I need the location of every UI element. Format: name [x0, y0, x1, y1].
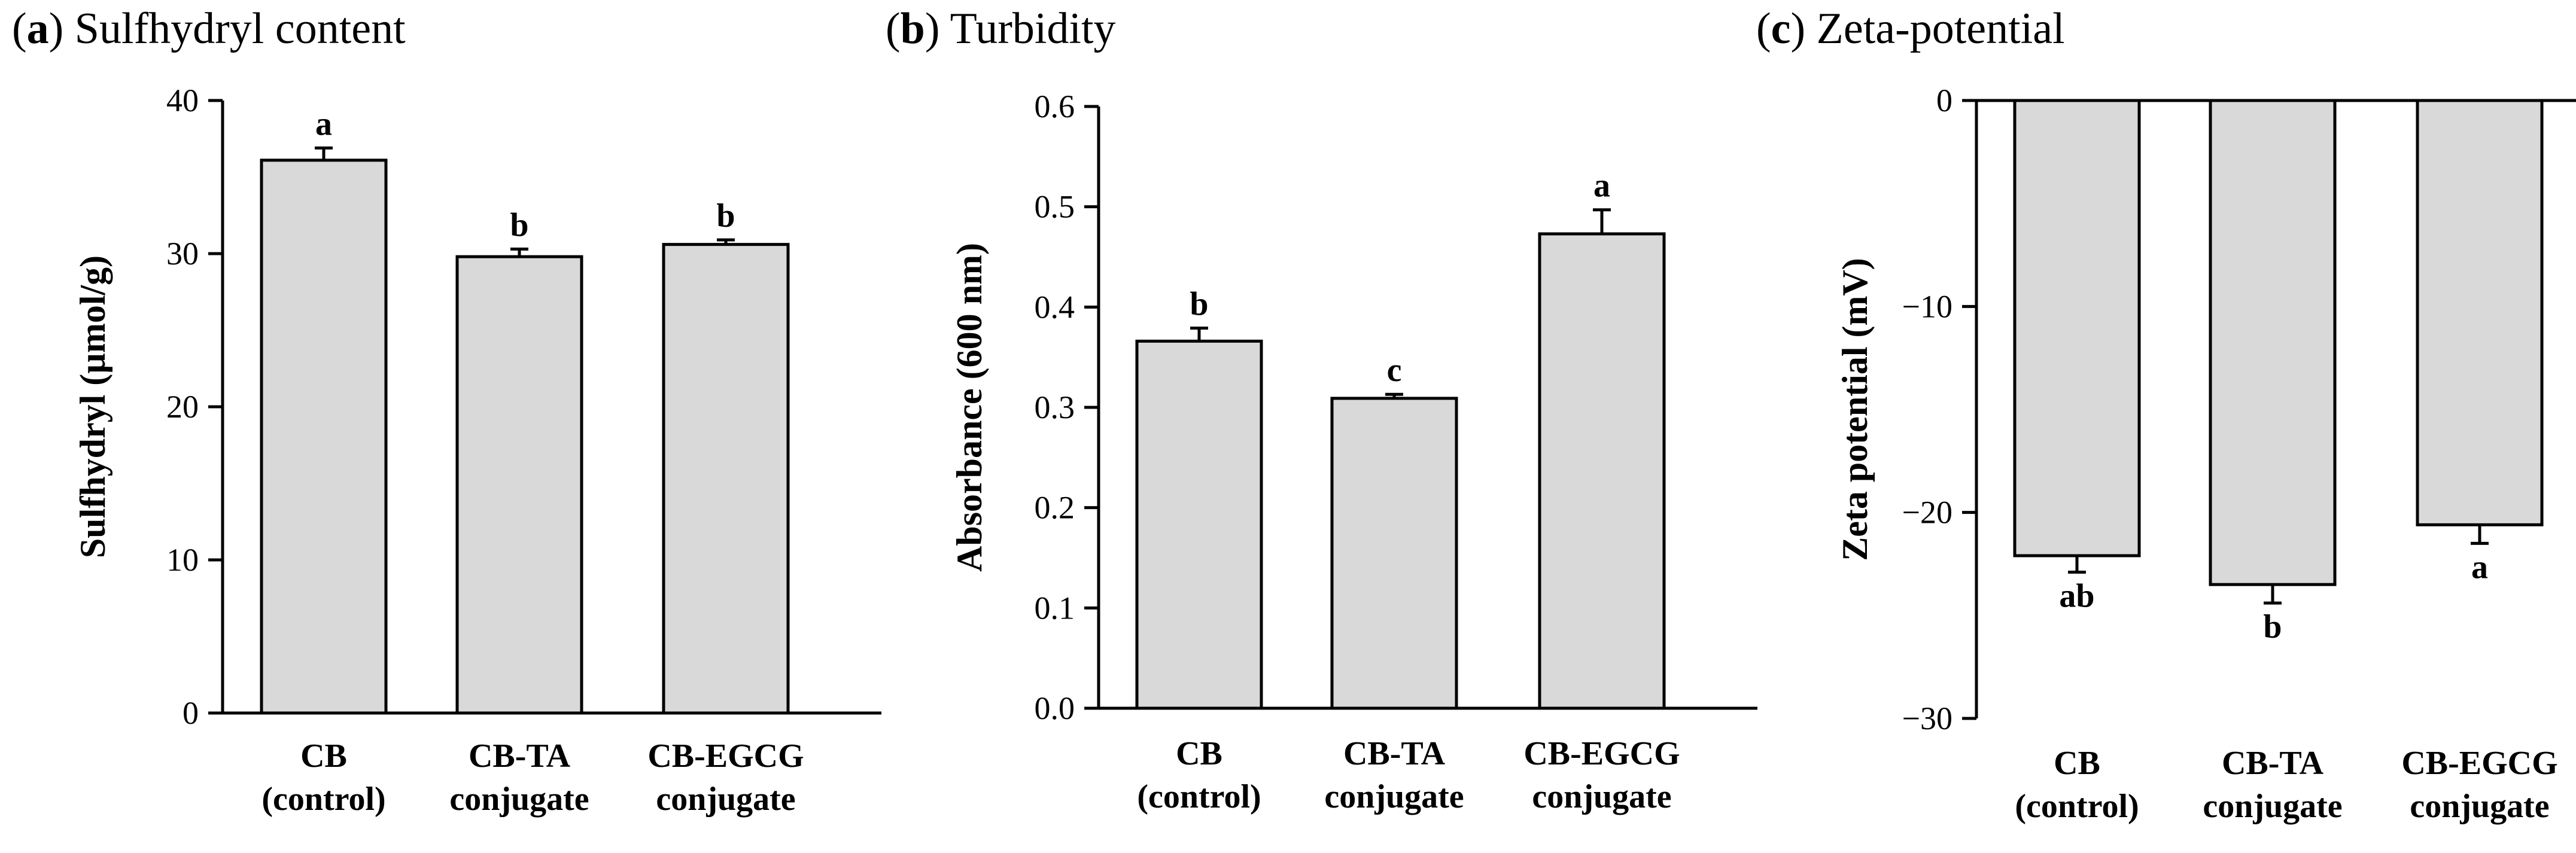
panel-letter: c: [1771, 4, 1791, 53]
category-label-3-line1: CB-EGCG: [1523, 735, 1680, 772]
panel-paren-open: (: [1756, 4, 1771, 53]
bar-2: [455, 255, 583, 715]
bar-3: [2416, 99, 2544, 526]
y-tick-label-1: 0.1: [1035, 590, 1075, 626]
bar-2: [1330, 397, 1458, 710]
panel-title: (b) Turbidity: [886, 4, 1116, 53]
y-tick-label-3: 30: [166, 236, 199, 272]
category-label-1-line2: (control): [1137, 778, 1261, 815]
bar-2: [2209, 99, 2337, 586]
category-label-1-line2: (control): [261, 781, 385, 818]
significance-label-2: b: [2263, 608, 2282, 645]
y-axis-title: Sulfhydryl (µmol/g): [73, 255, 112, 558]
panel-title: (c) Zeta-potential: [1756, 4, 2065, 53]
chart-panel-b: (b) TurbiditybCB(control)cCB-TAconjugate…: [886, 4, 1757, 815]
category-label-2-line1: CB-TA: [2222, 745, 2324, 782]
significance-label-2: b: [510, 206, 528, 243]
y-axis-title: Zeta potential (mV): [1835, 258, 1875, 561]
panel-paren-open: (: [886, 4, 901, 53]
category-label-1-line1: CB: [1176, 735, 1222, 772]
panel-title: (a) Sulfhydryl content: [12, 4, 406, 53]
y-tick-label-2: −20: [1902, 495, 1952, 531]
category-label-3-line2: conjugate: [2410, 788, 2549, 825]
y-tick-label-0: 0: [183, 695, 199, 731]
y-tick-label-2: 20: [166, 389, 199, 425]
panel-title-text: ) Zeta-potential: [1791, 4, 2065, 53]
y-tick-label-5: 0.5: [1035, 189, 1075, 225]
y-tick-label-2: 0.2: [1035, 490, 1075, 526]
y-tick-label-0: 0: [1936, 83, 1952, 118]
y-tick-label-1: 10: [166, 542, 199, 578]
panel-paren-open: (: [12, 4, 27, 53]
y-tick-label-4: 40: [166, 83, 199, 118]
panel-letter: a: [27, 4, 49, 53]
category-label-2-line1: CB-TA: [1343, 735, 1446, 772]
category-label-2-line2: conjugate: [1324, 778, 1464, 815]
significance-label-3: b: [716, 197, 735, 234]
significance-label-3: a: [1593, 167, 1610, 205]
y-tick-label-1: −10: [1902, 288, 1952, 324]
panel-letter: b: [901, 4, 925, 53]
significance-label-1: b: [1190, 286, 1208, 323]
bar-1: [260, 159, 388, 715]
bar-1: [1135, 339, 1263, 710]
panel-title-text: ) Turbidity: [925, 4, 1116, 53]
y-tick-label-0: 0.0: [1035, 690, 1075, 726]
panel-title-text: ) Sulfhydryl content: [49, 4, 406, 53]
y-tick-label-3: 0.3: [1035, 389, 1075, 425]
category-label-3-line1: CB-EGCG: [647, 738, 804, 775]
category-label-3-line2: conjugate: [1532, 778, 1671, 815]
significance-label-2: c: [1387, 352, 1402, 389]
chart-panel-a: (a) Sulfhydryl contentaCB(control)bCB-TA…: [12, 4, 881, 818]
category-label-1-line1: CB: [2054, 745, 2100, 782]
category-label-1-line2: (control): [2015, 788, 2139, 825]
y-tick-label-4: 0.4: [1035, 289, 1075, 325]
y-tick-label-6: 0.6: [1035, 89, 1075, 124]
category-label-2-line2: conjugate: [449, 781, 589, 818]
y-axis-title: Absorbance (600 nm): [950, 243, 989, 572]
bar-3: [1538, 232, 1666, 710]
chart-panel-c: (c) Zeta-potential ab CB (control) b CB-TA con…: [1756, 4, 2576, 825]
category-label-2-line2: conjugate: [2203, 788, 2342, 825]
significance-label-1: ab: [2059, 578, 2094, 615]
category-label-3-line2: conjugate: [656, 781, 795, 818]
category-label-2-line1: CB-TA: [469, 738, 571, 775]
category-label-3-line1: CB-EGCG: [2401, 745, 2557, 782]
significance-label-1: a: [315, 105, 332, 142]
bar-1: [2013, 99, 2141, 558]
y-tick-label-3: −30: [1902, 700, 1952, 736]
significance-label-3: a: [2471, 549, 2488, 586]
category-label-1-line1: CB: [300, 738, 347, 775]
bar-3: [662, 243, 790, 715]
